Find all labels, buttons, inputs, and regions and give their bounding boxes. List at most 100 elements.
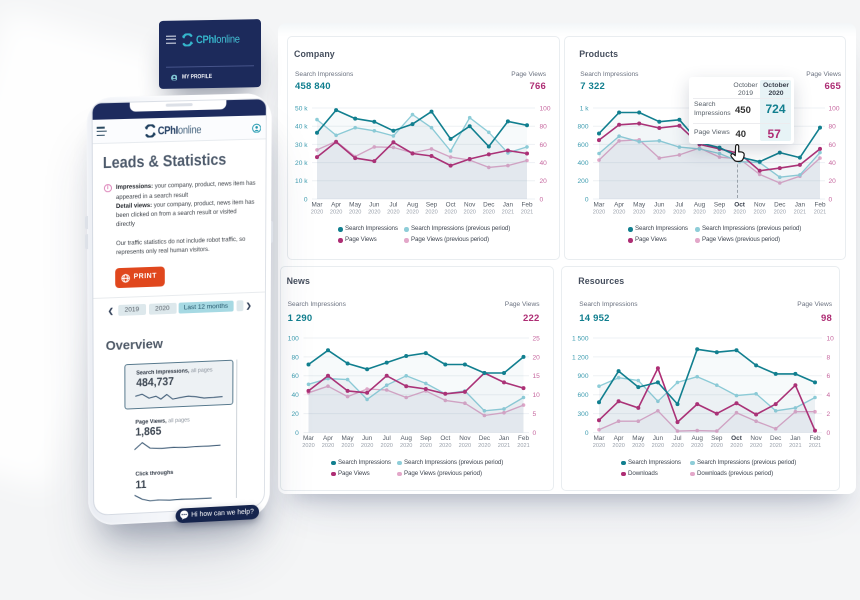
svg-text:600: 600	[577, 142, 588, 149]
svg-text:Aug: Aug	[694, 202, 706, 209]
svg-text:30 k: 30 k	[295, 142, 308, 149]
svg-text:Jan: Jan	[503, 202, 514, 209]
svg-text:Apr: Apr	[331, 202, 342, 209]
svg-text:Oct: Oct	[731, 435, 743, 442]
svg-text:Jun: Jun	[653, 435, 664, 442]
svg-text:May: May	[633, 202, 646, 209]
svg-text:0: 0	[827, 429, 831, 436]
svg-text:2020: 2020	[673, 210, 685, 216]
svg-text:Jun: Jun	[369, 202, 380, 209]
svg-text:400: 400	[577, 160, 588, 167]
svg-text:Mar: Mar	[593, 202, 605, 209]
svg-text:Nov: Nov	[459, 435, 471, 442]
svg-text:100: 100	[540, 105, 551, 112]
svg-text:Mar: Mar	[311, 202, 323, 209]
svg-text:Jul: Jul	[389, 202, 397, 209]
svg-text:1 200: 1 200	[572, 354, 589, 361]
svg-text:Sep: Sep	[711, 435, 723, 442]
svg-text:6: 6	[827, 373, 831, 380]
svg-text:Dec: Dec	[479, 435, 491, 442]
svg-text:2020: 2020	[653, 210, 665, 216]
svg-text:0: 0	[295, 429, 299, 436]
svg-text:10: 10	[533, 392, 541, 399]
svg-text:Feb: Feb	[809, 435, 820, 442]
svg-text:2020: 2020	[444, 210, 456, 216]
svg-text:Feb: Feb	[521, 202, 532, 209]
svg-text:80: 80	[291, 354, 299, 361]
svg-text:Apr: Apr	[323, 435, 334, 442]
svg-text:2020: 2020	[387, 210, 399, 216]
svg-text:2020: 2020	[311, 210, 323, 216]
svg-text:100: 100	[829, 105, 840, 112]
svg-text:Mar: Mar	[593, 435, 605, 442]
svg-text:2020: 2020	[593, 210, 605, 216]
svg-text:2020: 2020	[406, 210, 418, 216]
svg-text:40: 40	[291, 392, 299, 399]
svg-text:2020: 2020	[459, 443, 471, 449]
svg-text:2020: 2020	[593, 443, 605, 449]
svg-text:20: 20	[533, 354, 541, 361]
svg-text:1 k: 1 k	[580, 105, 589, 112]
svg-text:40 k: 40 k	[295, 124, 308, 131]
svg-text:Jul: Jul	[673, 435, 681, 442]
svg-text:2020: 2020	[652, 443, 664, 449]
svg-text:2020: 2020	[671, 443, 683, 449]
svg-text:Sep: Sep	[714, 202, 726, 209]
svg-text:2020: 2020	[693, 210, 705, 216]
svg-text:2020: 2020	[713, 210, 725, 216]
svg-text:2020: 2020	[302, 443, 314, 449]
svg-text:Feb: Feb	[814, 202, 825, 209]
svg-text:2021: 2021	[517, 443, 529, 449]
svg-text:2020: 2020	[349, 210, 361, 216]
svg-text:0: 0	[533, 429, 537, 436]
svg-text:May: May	[349, 202, 362, 209]
svg-text:2020: 2020	[612, 443, 624, 449]
svg-text:2020: 2020	[380, 443, 392, 449]
svg-text:10: 10	[827, 335, 835, 342]
svg-text:5: 5	[533, 411, 537, 418]
svg-text:2020: 2020	[691, 443, 703, 449]
svg-text:Mar: Mar	[303, 435, 315, 442]
svg-text:2020: 2020	[341, 443, 353, 449]
svg-text:80: 80	[540, 124, 548, 131]
svg-text:2020: 2020	[750, 443, 762, 449]
svg-text:40: 40	[829, 160, 837, 167]
svg-text:300: 300	[577, 411, 588, 418]
svg-text:2020: 2020	[322, 443, 334, 449]
svg-text:Jul: Jul	[675, 202, 683, 209]
svg-text:Sep: Sep	[426, 202, 438, 209]
svg-text:2020: 2020	[425, 210, 437, 216]
svg-text:20: 20	[291, 411, 299, 418]
svg-text:10 k: 10 k	[295, 178, 308, 185]
svg-text:2021: 2021	[502, 210, 514, 216]
svg-text:2021: 2021	[789, 443, 801, 449]
svg-text:Apr: Apr	[614, 435, 625, 442]
svg-text:2020: 2020	[711, 443, 723, 449]
svg-text:Aug: Aug	[401, 435, 413, 442]
svg-text:0: 0	[829, 196, 833, 203]
svg-text:25: 25	[533, 335, 541, 342]
svg-text:Oct: Oct	[440, 435, 450, 442]
svg-text:2020: 2020	[439, 443, 451, 449]
svg-text:Dec: Dec	[483, 202, 495, 209]
svg-text:2020: 2020	[420, 443, 432, 449]
svg-text:2021: 2021	[498, 443, 510, 449]
svg-text:800: 800	[577, 124, 588, 131]
svg-text:2020: 2020	[633, 210, 645, 216]
svg-text:60: 60	[291, 373, 299, 380]
svg-text:Jan: Jan	[499, 435, 510, 442]
svg-text:4: 4	[827, 392, 831, 399]
svg-text:2021: 2021	[794, 210, 806, 216]
svg-text:2020: 2020	[753, 210, 765, 216]
svg-text:Apr: Apr	[614, 202, 625, 209]
svg-text:2020: 2020	[463, 210, 475, 216]
svg-text:600: 600	[577, 392, 588, 399]
svg-text:20: 20	[829, 178, 837, 185]
svg-text:60: 60	[540, 142, 548, 149]
svg-text:200: 200	[577, 178, 588, 185]
svg-text:900: 900	[577, 373, 588, 380]
svg-text:2020: 2020	[769, 443, 781, 449]
svg-text:0: 0	[585, 196, 589, 203]
svg-text:Feb: Feb	[518, 435, 529, 442]
svg-text:20 k: 20 k	[295, 160, 308, 167]
